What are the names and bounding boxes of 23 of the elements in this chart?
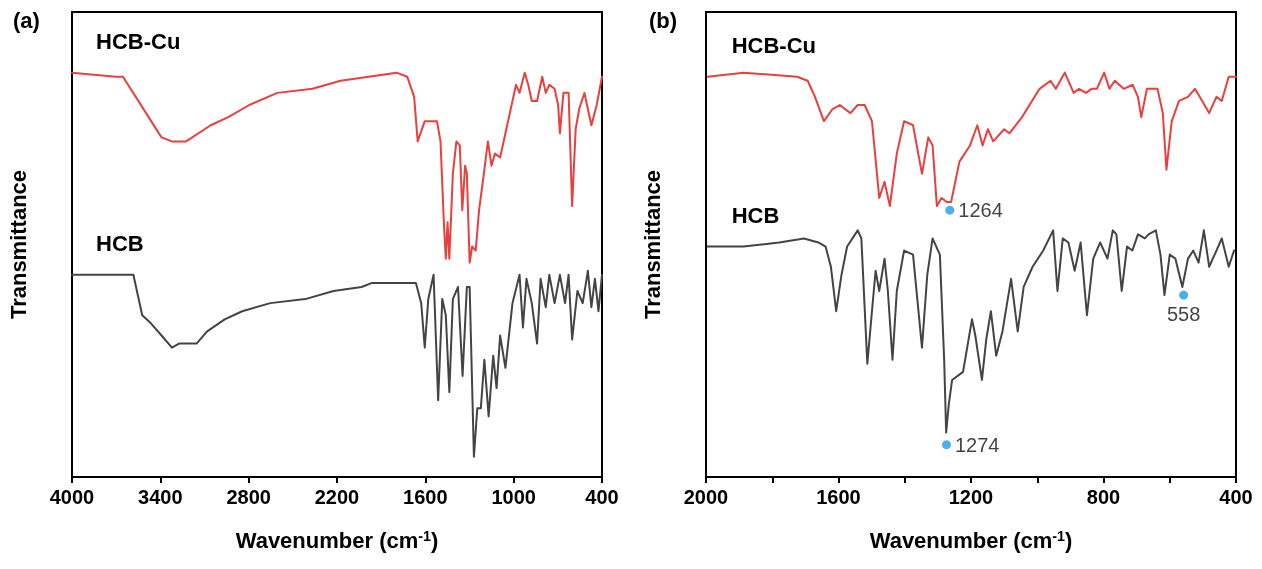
series-label: HCB-Cu [96,29,181,55]
x-tick-label: 2000 [683,486,729,508]
series-label: HCB-Cu [731,33,816,59]
x-tick-label: 400 [1219,486,1253,508]
x-tick-label: 800 [1086,486,1121,508]
chart-title: (a) [13,7,40,33]
series-label: HCB [731,203,780,229]
x-tick-label: 1600 [816,486,861,508]
x-tick-label: 1200 [948,486,994,508]
x-tick-label: 4000 [49,486,95,508]
annotation: 1264 [958,199,1003,222]
series-label: HCB [96,231,144,257]
chart-title: (b) [649,7,678,33]
x-tick-label: 400 [585,486,619,508]
x-tick-label: 1600 [403,486,448,508]
x-tick-label: 1000 [491,486,536,508]
y-axis-title: Transmittance [639,169,665,320]
x-tick-label: 2200 [314,486,360,508]
y-axis-title: Transmittance [5,169,31,320]
x-tick-label: 3400 [138,486,183,508]
annotation: 1274 [954,433,1000,456]
annotation: 558 [1166,302,1201,325]
x-tick-label: 2800 [226,486,271,508]
